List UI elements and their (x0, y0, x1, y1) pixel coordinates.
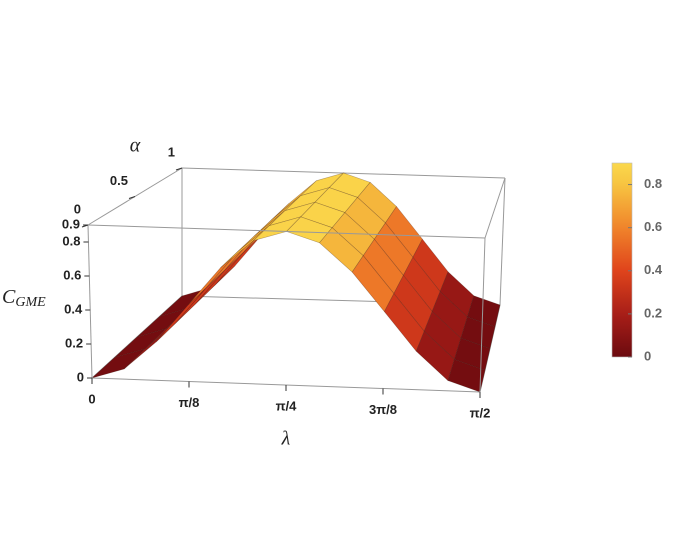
colorbar-tick-label: 0 (644, 348, 651, 363)
x-tick-label: π/4 (276, 398, 298, 413)
box-edge (484, 177, 506, 239)
surface (91, 172, 501, 393)
x-tick-label: 0 (88, 391, 95, 406)
z-tick-label: 0 (77, 369, 84, 384)
z-tick-label: 0.8 (62, 233, 80, 248)
colorbar-tick-label: 0.8 (644, 176, 662, 191)
lambda-axis-label: λ (281, 428, 291, 450)
box-edge (87, 224, 93, 379)
z-tick-label: 0.6 (63, 267, 81, 282)
surface-patch (220, 225, 270, 268)
colorbar-tick-label: 0.4 (644, 262, 663, 277)
surface-patch (215, 234, 263, 285)
y-tick-label: 1 (168, 144, 175, 159)
box-edge (87, 224, 486, 239)
z-axis-label: CGME (2, 286, 46, 311)
x-tick-label: π/8 (179, 395, 200, 410)
z-tick-label: 0.4 (64, 301, 83, 316)
z-tick-label: 0.9 (62, 216, 80, 231)
surface-patch (447, 358, 486, 393)
surface-patch (195, 251, 244, 305)
y-tick (128, 196, 136, 199)
box-edge (499, 177, 506, 306)
box-edge (479, 237, 486, 393)
colorbar-tick-label: 0.6 (644, 219, 662, 234)
surface-patch (460, 316, 496, 349)
x-tick-label: π/2 (470, 405, 491, 420)
alpha-axis-label: α (130, 135, 141, 157)
colorbar-tick-label: 0.2 (644, 305, 662, 320)
z-label-subscript: GME (15, 295, 46, 310)
y-tick (175, 167, 183, 171)
z-tick-label: 0.2 (65, 335, 83, 350)
y-tick-label: 0 (74, 201, 81, 216)
y-tick-label: 0.5 (110, 173, 128, 188)
x-tick-label: 3π/8 (369, 402, 397, 417)
z-label-main: C (2, 286, 16, 308)
colorbar (611, 162, 633, 358)
